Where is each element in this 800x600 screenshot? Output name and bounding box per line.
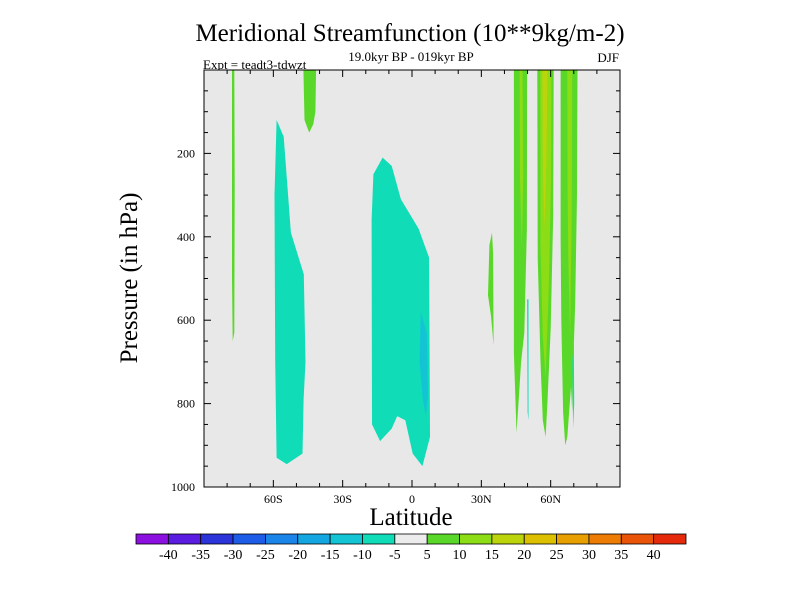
colorbar-swatch — [653, 533, 687, 545]
y-axis-label: Pressure (in hPa) — [116, 193, 143, 364]
y-tick-label: 600 — [177, 313, 195, 327]
contour-green-strip-70s — [232, 70, 235, 342]
colorbar-swatch — [329, 533, 363, 545]
colorbar-label: 20 — [517, 548, 531, 563]
colorbar-swatch — [135, 533, 169, 545]
contour-cyan-cell-55s — [274, 120, 306, 465]
colorbar-label: 30 — [582, 548, 596, 563]
colorbar-swatch — [523, 533, 557, 545]
contour-cyan-cell-eq — [371, 157, 430, 467]
colorbar-label: 10 — [453, 548, 467, 563]
chart-title: Meridional Streamfunction (10**9kg/m-2) — [195, 20, 624, 47]
colorbar-label: -15 — [321, 548, 340, 563]
contour-green-blob-35n — [488, 232, 494, 346]
contour-cyan-spike-70n — [572, 341, 575, 429]
contour-regions — [232, 70, 578, 467]
colorbar-swatch — [297, 533, 331, 545]
contour-gold-core-58n — [542, 70, 548, 229]
y-tick-label: 200 — [177, 146, 195, 160]
season-label: DJF — [597, 50, 619, 65]
colorbar-label: -25 — [256, 548, 275, 563]
x-tick-label: 60S — [264, 492, 283, 506]
chart-subtitle: 19.0kyr BP - 019kyr BP — [348, 49, 474, 64]
x-axis-label: Latitude — [369, 504, 452, 531]
contour-green-blob-40s — [303, 70, 317, 133]
colorbar-swatch — [556, 533, 590, 545]
y-tick-label: 1000 — [171, 480, 195, 494]
x-tick-label: 30S — [333, 492, 352, 506]
contour-yellow-band-68n — [567, 70, 573, 337]
contour-yellow-strip-47n — [519, 70, 524, 250]
colorbar-label: -5 — [389, 548, 401, 563]
y-axis-ticks: 200 400 600 800 1000 — [171, 90, 620, 494]
colorbar-label: -20 — [288, 548, 307, 563]
y-tick-label: 400 — [177, 230, 195, 244]
colorbar-swatch — [232, 533, 266, 545]
x-tick-label: 0 — [409, 492, 415, 506]
colorbar-label: -35 — [191, 548, 210, 563]
x-tick-label: 60N — [540, 492, 561, 506]
colorbar-label: 40 — [647, 548, 661, 563]
colorbar-swatch — [362, 533, 396, 545]
colorbar-swatch — [588, 533, 622, 545]
colorbar-swatch — [459, 533, 493, 545]
x-axis-ticks: 60S 30S 0 30N 60N — [203, 70, 621, 506]
colorbar-swatch — [426, 533, 460, 545]
colorbar-swatch — [491, 533, 525, 545]
colorbar-label: -30 — [224, 548, 243, 563]
colorbar-swatch — [167, 533, 202, 545]
colorbar-swatch — [200, 533, 234, 545]
contour-cyan-spike-50n — [527, 299, 529, 421]
colorbar-label: 25 — [550, 548, 564, 563]
contour-green-band-45n — [513, 70, 528, 433]
colorbar-label: 35 — [614, 548, 628, 563]
colorbar-label: -40 — [159, 548, 178, 563]
colorbar: -40 -35 -30 -25 -20 -15 -10 -5 5 10 15 20 25 30 35 40 — [135, 533, 687, 563]
experiment-label: Expt = teadt3-tdwzt — [203, 57, 307, 72]
x-tick-label: 30N — [471, 492, 492, 506]
colorbar-label: -10 — [353, 548, 372, 563]
colorbar-swatch — [620, 533, 655, 545]
colorbar-label: 5 — [424, 548, 431, 563]
colorbar-label: 15 — [485, 548, 499, 563]
colorbar-swatch — [394, 533, 428, 545]
contour-blue-inner-eq — [419, 311, 428, 417]
colorbar-swatch — [265, 533, 299, 545]
y-tick-label: 800 — [177, 397, 195, 411]
